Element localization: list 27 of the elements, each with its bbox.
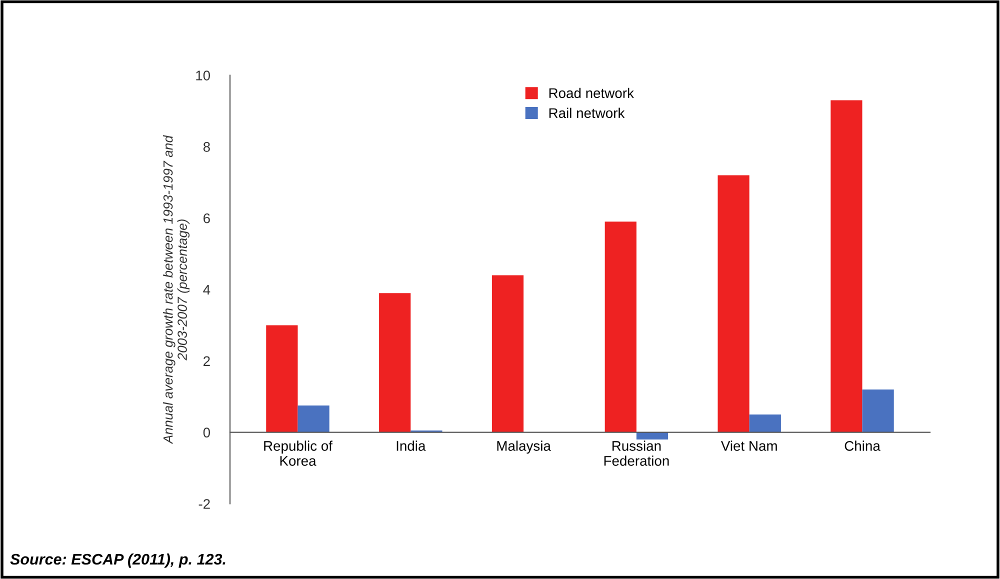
legend-label: Road network	[549, 88, 634, 98]
y-tick-label: 10	[196, 70, 210, 80]
x-tick-label: Russian Federation	[604, 440, 669, 466]
y-tick-label: 2	[204, 356, 210, 366]
bar	[604, 222, 636, 432]
y-tick-label: -2	[198, 499, 210, 509]
y-tick-label: 8	[203, 142, 210, 152]
bar	[862, 389, 894, 432]
y-tick-label: 6	[204, 213, 210, 224]
bar	[830, 100, 862, 432]
bar	[266, 325, 298, 432]
bar	[379, 293, 411, 432]
bar	[718, 175, 750, 432]
x-tick-label: India	[396, 440, 426, 451]
x-tick-label: Malaysia	[497, 440, 551, 454]
y-tick-label: 4	[203, 284, 210, 295]
bar	[749, 414, 781, 432]
legend-label: Rail network	[549, 108, 625, 118]
x-tick-label: China	[844, 440, 880, 451]
bar	[636, 432, 668, 440]
source-note: Source: ESCAP (2011), p. 123.	[10, 553, 226, 568]
bar	[492, 275, 524, 432]
bar	[298, 406, 330, 432]
x-tick-label: Republic of Korea	[264, 440, 333, 466]
y-tick-label: 0	[203, 428, 210, 438]
x-tick-label: Viet Nam	[720, 440, 777, 451]
y-axis-title: Annual average growth rate between 1993-1997 and 2003-2007 (percentage)	[163, 135, 190, 444]
